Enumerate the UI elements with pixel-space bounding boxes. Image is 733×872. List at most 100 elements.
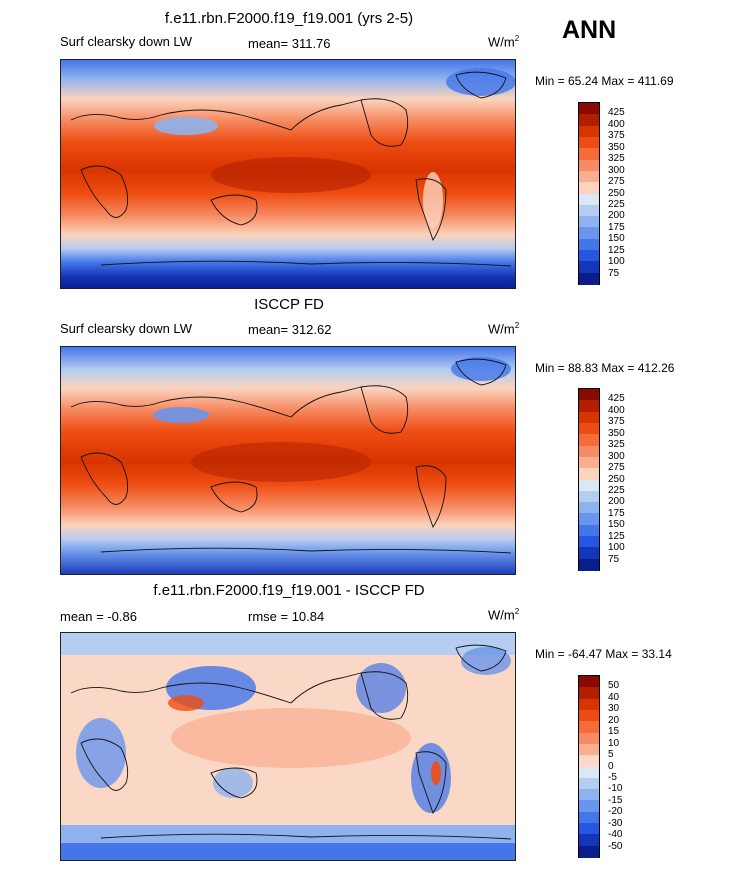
colorbar-tick-label: 40: [608, 691, 620, 703]
panel2-variable-label: Surf clearsky down LW: [60, 321, 192, 336]
colorbar-swatch: [579, 777, 599, 790]
colorbar-tick-label: 175: [608, 507, 625, 519]
panel2-map: [60, 346, 516, 575]
colorbar-tick-label: -10: [608, 783, 623, 795]
colorbar-swatch: [579, 709, 599, 722]
colorbar-tick-label: 325: [608, 439, 625, 451]
colorbar-tick-label: 175: [608, 221, 625, 233]
panel3-minmax: Min = -64.47 Max = 33.14: [535, 647, 672, 661]
panel1-title: f.e11.rbn.F2000.f19_f19.001 (yrs 2-5): [164, 10, 414, 27]
panel3-rmse-label: rmse = 10.84: [248, 609, 325, 624]
colorbar-swatch: [579, 193, 599, 206]
colorbar-tick-label: 125: [608, 244, 625, 256]
panel1-map: [60, 59, 516, 289]
panel3-map: [60, 632, 516, 861]
colorbar-swatch: [579, 389, 599, 401]
colorbar-tick-label: -5: [608, 771, 617, 783]
colorbar-tick-label: -20: [608, 806, 623, 818]
colorbar-swatch: [579, 216, 599, 228]
colorbar-tick-label: 425: [608, 393, 625, 405]
panel1-mean-label: mean= 311.76: [248, 36, 331, 51]
panel1-variable-label: Surf clearsky down LW: [60, 34, 192, 49]
colorbar-tick-label: 275: [608, 462, 625, 474]
panel3-contour-field: [61, 633, 515, 860]
colorbar-swatch: [579, 845, 599, 858]
colorbar-swatch: [579, 698, 599, 711]
colorbar-tick-label: 100: [608, 256, 625, 268]
colorbar-tick-label: 0: [608, 760, 614, 772]
colorbar-swatch: [579, 755, 599, 767]
colorbar-swatch: [579, 136, 599, 149]
colorbar-swatch: [579, 766, 599, 779]
colorbar-swatch: [579, 204, 599, 217]
colorbar-swatch: [579, 250, 599, 262]
colorbar-swatch: [579, 434, 599, 447]
colorbar-tick-label: 250: [608, 473, 625, 485]
colorbar-tick-label: 250: [608, 187, 625, 199]
colorbar-swatch: [579, 227, 599, 240]
colorbar-swatch: [579, 547, 599, 560]
colorbar-swatch: [579, 261, 599, 274]
colorbar-tick-label: 400: [608, 118, 625, 130]
panel1-units: W/m2: [488, 34, 520, 50]
colorbar-tick-label: 300: [608, 164, 625, 176]
colorbar-tick-label: 10: [608, 737, 620, 749]
colorbar-tick-label: 375: [608, 416, 625, 428]
colorbar-swatch: [579, 811, 599, 824]
colorbar-tick-label: 225: [608, 484, 625, 496]
colorbar-tick-label: 375: [608, 130, 625, 142]
colorbar-swatch: [579, 502, 599, 514]
colorbar-tick-label: 15: [608, 726, 620, 738]
colorbar-tick-label: 30: [608, 703, 620, 715]
colorbar-tick-label: -30: [608, 817, 623, 829]
colorbar-swatch: [579, 732, 599, 745]
colorbar-swatch: [579, 272, 599, 285]
colorbar-swatch: [579, 524, 599, 537]
season-label: ANN: [562, 16, 617, 44]
panel3-mean-label: mean = -0.86: [60, 609, 137, 624]
colorbar-swatch: [579, 456, 599, 469]
colorbar-swatch: [579, 400, 599, 413]
colorbar-swatch: [579, 676, 599, 688]
colorbar-swatch: [579, 490, 599, 503]
colorbar-tick-label: 150: [608, 233, 625, 245]
colorbar-swatch: [579, 536, 599, 548]
panel1-colorbar: [578, 102, 600, 285]
colorbar-swatch: [579, 159, 599, 172]
colorbar-swatch: [579, 558, 599, 571]
colorbar-tick-label: 75: [608, 267, 620, 279]
colorbar-tick-label: 5: [608, 749, 614, 761]
colorbar-tick-label: -50: [608, 840, 623, 852]
colorbar-swatch: [579, 148, 599, 161]
colorbar-swatch: [579, 422, 599, 435]
colorbar-tick-label: 350: [608, 427, 625, 439]
colorbar-tick-label: 350: [608, 141, 625, 153]
colorbar-swatch: [579, 823, 599, 835]
colorbar-tick-label: 200: [608, 210, 625, 222]
panel2-title: ISCCP FD: [254, 296, 324, 313]
colorbar-swatch: [579, 479, 599, 492]
panel3-units: W/m2: [488, 607, 520, 623]
colorbar-tick-label: -15: [608, 794, 623, 806]
colorbar-tick-label: 200: [608, 496, 625, 508]
colorbar-swatch: [579, 800, 599, 813]
panel2-mean-label: mean= 312.62: [248, 322, 332, 337]
colorbar-tick-label: 400: [608, 404, 625, 416]
colorbar-tick-label: 275: [608, 176, 625, 188]
panel1-minmax: Min = 65.24 Max = 411.69: [535, 74, 674, 88]
colorbar-swatch: [579, 743, 599, 756]
colorbar-tick-label: 75: [608, 553, 620, 565]
colorbar-swatch: [579, 445, 599, 458]
colorbar-swatch: [579, 468, 599, 480]
colorbar-swatch: [579, 170, 599, 183]
colorbar-swatch: [579, 411, 599, 424]
colorbar-tick-label: 325: [608, 153, 625, 165]
colorbar-tick-label: 425: [608, 107, 625, 119]
colorbar-swatch: [579, 513, 599, 526]
colorbar-swatch: [579, 721, 599, 734]
colorbar-swatch: [579, 114, 599, 127]
colorbar-tick-label: 20: [608, 714, 620, 726]
colorbar-tick-label: 50: [608, 680, 620, 692]
panel3-title: f.e11.rbn.F2000.f19_f19.001 - ISCCP FD: [153, 582, 425, 599]
colorbar-tick-label: 150: [608, 519, 625, 531]
